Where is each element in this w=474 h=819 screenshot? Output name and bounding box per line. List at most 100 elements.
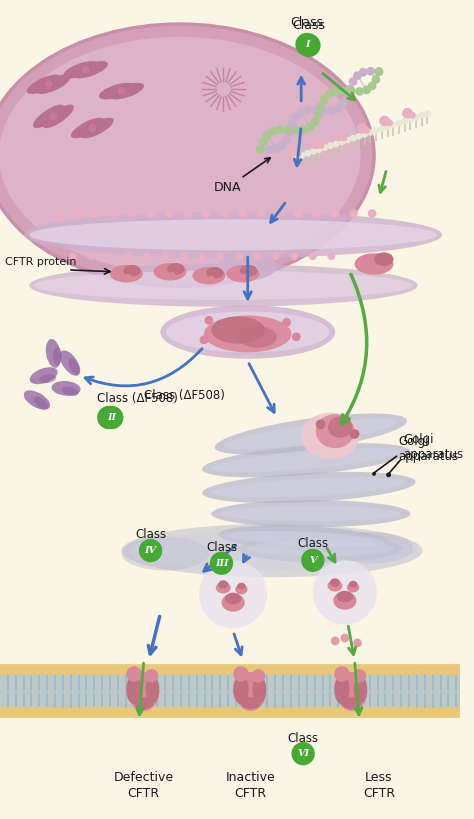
Circle shape <box>372 75 380 84</box>
Circle shape <box>79 707 90 717</box>
Ellipse shape <box>316 414 355 448</box>
Circle shape <box>210 551 233 575</box>
Circle shape <box>167 707 178 717</box>
Circle shape <box>212 665 222 676</box>
Ellipse shape <box>233 666 249 681</box>
Ellipse shape <box>328 417 352 438</box>
Circle shape <box>143 252 151 260</box>
Circle shape <box>300 125 309 134</box>
Circle shape <box>368 209 376 218</box>
Ellipse shape <box>334 666 350 681</box>
Circle shape <box>164 209 173 218</box>
Ellipse shape <box>53 347 62 365</box>
Circle shape <box>353 665 364 676</box>
Ellipse shape <box>336 672 367 711</box>
Circle shape <box>256 145 265 154</box>
Circle shape <box>247 707 258 717</box>
Circle shape <box>327 143 334 149</box>
Circle shape <box>200 336 209 344</box>
Circle shape <box>316 146 322 153</box>
Circle shape <box>318 707 328 717</box>
Ellipse shape <box>68 358 79 374</box>
Text: I: I <box>307 41 311 50</box>
Text: II: II <box>104 413 113 422</box>
Circle shape <box>259 137 268 146</box>
Circle shape <box>301 549 325 572</box>
Ellipse shape <box>146 676 159 704</box>
Ellipse shape <box>238 535 403 563</box>
Circle shape <box>336 665 346 676</box>
Text: Class (ΔF508): Class (ΔF508) <box>144 389 225 401</box>
Text: IV: IV <box>145 546 156 555</box>
Circle shape <box>212 707 222 717</box>
Circle shape <box>97 707 108 717</box>
Circle shape <box>344 137 351 143</box>
Ellipse shape <box>374 252 393 266</box>
Text: Golgi
apparatus: Golgi apparatus <box>403 432 463 460</box>
Circle shape <box>106 707 116 717</box>
Circle shape <box>356 123 367 133</box>
Ellipse shape <box>235 585 247 595</box>
Circle shape <box>331 636 339 645</box>
Circle shape <box>294 209 302 218</box>
Circle shape <box>380 707 391 717</box>
Circle shape <box>390 121 397 129</box>
Circle shape <box>185 707 196 717</box>
Circle shape <box>311 106 320 115</box>
Circle shape <box>346 84 355 93</box>
Ellipse shape <box>211 500 410 527</box>
Ellipse shape <box>27 75 61 94</box>
Ellipse shape <box>247 541 394 556</box>
Circle shape <box>368 81 376 90</box>
Circle shape <box>53 665 63 676</box>
Circle shape <box>238 209 247 218</box>
Ellipse shape <box>30 367 58 384</box>
Ellipse shape <box>211 316 265 344</box>
Ellipse shape <box>34 396 48 410</box>
Ellipse shape <box>210 448 401 473</box>
Circle shape <box>106 665 116 676</box>
Circle shape <box>35 665 46 676</box>
Text: DNA: DNA <box>214 158 270 194</box>
Circle shape <box>146 209 155 218</box>
Circle shape <box>268 127 277 135</box>
Circle shape <box>91 209 100 218</box>
Circle shape <box>26 665 36 676</box>
Circle shape <box>264 146 273 154</box>
Circle shape <box>433 707 443 717</box>
Circle shape <box>374 67 383 76</box>
Text: Golgi
apparatus: Golgi apparatus <box>398 435 458 463</box>
Circle shape <box>288 120 297 129</box>
Circle shape <box>50 112 57 120</box>
Ellipse shape <box>63 61 98 79</box>
Circle shape <box>331 209 339 218</box>
Circle shape <box>344 707 355 717</box>
Circle shape <box>132 707 143 717</box>
Circle shape <box>338 138 346 145</box>
Ellipse shape <box>123 265 141 277</box>
Ellipse shape <box>43 105 74 128</box>
Ellipse shape <box>233 675 249 704</box>
Text: CFTR protein: CFTR protein <box>5 257 76 267</box>
Ellipse shape <box>126 666 142 681</box>
Circle shape <box>389 707 399 717</box>
Circle shape <box>349 209 358 218</box>
Circle shape <box>362 707 373 717</box>
Circle shape <box>361 131 368 138</box>
Bar <box>0 674 460 708</box>
Circle shape <box>306 123 315 131</box>
Circle shape <box>395 120 402 126</box>
Circle shape <box>291 707 302 717</box>
Ellipse shape <box>29 264 418 307</box>
Ellipse shape <box>71 118 104 138</box>
Circle shape <box>278 141 286 150</box>
Ellipse shape <box>219 251 277 281</box>
Circle shape <box>176 707 187 717</box>
Circle shape <box>299 152 305 159</box>
Ellipse shape <box>46 339 61 368</box>
Circle shape <box>340 414 350 424</box>
Text: Class: Class <box>292 19 326 32</box>
Circle shape <box>355 87 364 96</box>
Circle shape <box>338 86 347 95</box>
Ellipse shape <box>238 326 277 347</box>
